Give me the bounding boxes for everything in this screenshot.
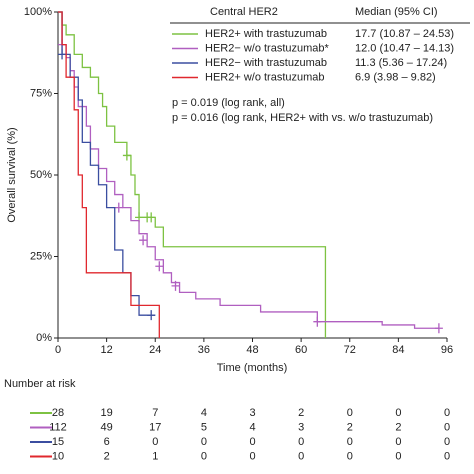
censor-mark <box>114 202 123 213</box>
median-title: Median (95% CI) <box>355 6 438 18</box>
censor-mark <box>58 49 67 60</box>
risk-count: 49 <box>101 421 113 433</box>
annotation: p = 0.019 (log rank, all) <box>172 97 285 109</box>
legend-label: HER2− with trastuzumab <box>205 57 327 69</box>
median-label: 17.7 (10.87 – 24.53) <box>355 28 454 40</box>
risk-count: 17 <box>149 421 161 433</box>
x-axis-label: Time (months) <box>217 362 288 374</box>
risk-count: 2 <box>395 421 401 433</box>
risk-count: 0 <box>444 450 450 462</box>
risk-count: 3 <box>298 421 304 433</box>
risk-count: 0 <box>347 407 353 419</box>
risk-count: 6 <box>104 436 110 448</box>
risk-title: Number at risk <box>4 378 76 390</box>
risk-count: 4 <box>249 421 255 433</box>
risk-count: 0 <box>249 436 255 448</box>
risk-count: 28 <box>52 407 64 419</box>
risk-count: 0 <box>298 436 304 448</box>
y-tick-label: 100% <box>24 6 52 18</box>
censor-mark <box>139 235 148 246</box>
x-tick-label: 84 <box>392 344 404 356</box>
risk-count: 0 <box>444 436 450 448</box>
survival-curve <box>58 11 439 329</box>
x-tick-label: 36 <box>198 344 210 356</box>
risk-count: 19 <box>101 407 113 419</box>
risk-count: 2 <box>298 407 304 419</box>
censor-mark <box>434 323 443 334</box>
x-tick-label: 24 <box>149 344 161 356</box>
y-tick-label: 0% <box>36 332 52 344</box>
risk-count: 10 <box>52 450 64 462</box>
risk-count: 0 <box>249 450 255 462</box>
censor-mark <box>155 261 164 272</box>
y-tick-label: 50% <box>30 169 52 181</box>
survival-curve <box>58 11 160 338</box>
y-tick-label: 25% <box>30 250 52 262</box>
median-label: 12.0 (10.47 – 14.13) <box>355 42 454 54</box>
risk-count: 0 <box>201 450 207 462</box>
risk-count: 0 <box>347 436 353 448</box>
censor-mark <box>171 280 180 291</box>
x-tick-label: 48 <box>246 344 258 356</box>
censor-mark <box>122 150 131 161</box>
risk-count: 0 <box>298 450 304 462</box>
risk-count: 15 <box>52 436 64 448</box>
risk-count: 112 <box>49 421 67 433</box>
risk-count: 0 <box>395 450 401 462</box>
median-label: 11.3 (5.36 – 17.24) <box>355 57 447 69</box>
risk-count: 4 <box>201 407 207 419</box>
risk-count: 0 <box>347 450 353 462</box>
x-tick-label: 12 <box>101 344 113 356</box>
risk-count: 7 <box>152 407 158 419</box>
legend-label: HER2− w/o trastuzumab* <box>205 42 330 54</box>
risk-count: 0 <box>444 407 450 419</box>
censor-mark <box>147 212 156 223</box>
censor-mark <box>147 310 156 321</box>
risk-count: 0 <box>152 436 158 448</box>
annotation: p = 0.016 (log rank, HER2+ with vs. w/o … <box>172 112 433 124</box>
legend-label: HER2+ w/o trastuzumab <box>205 71 325 83</box>
risk-count: 0 <box>395 407 401 419</box>
risk-count: 3 <box>249 407 255 419</box>
survival-curve <box>58 11 156 316</box>
censor-mark <box>313 316 322 327</box>
median-label: 6.9 (3.98 – 9.82) <box>355 71 436 83</box>
x-tick-label: 96 <box>441 344 453 356</box>
legend-label: HER2+ with trastuzumab <box>205 28 327 40</box>
risk-count: 2 <box>104 450 110 462</box>
risk-count: 0 <box>444 421 450 433</box>
x-tick-label: 60 <box>295 344 307 356</box>
risk-count: 0 <box>201 436 207 448</box>
legend-title: Central HER2 <box>210 6 278 18</box>
y-axis-label: Overall survival (%) <box>6 127 18 222</box>
risk-count: 1 <box>152 450 158 462</box>
x-tick-label: 72 <box>344 344 356 356</box>
risk-count: 2 <box>347 421 353 433</box>
x-tick-label: 0 <box>55 344 61 356</box>
y-tick-label: 75% <box>30 87 52 99</box>
risk-count: 0 <box>395 436 401 448</box>
risk-count: 5 <box>201 421 207 433</box>
